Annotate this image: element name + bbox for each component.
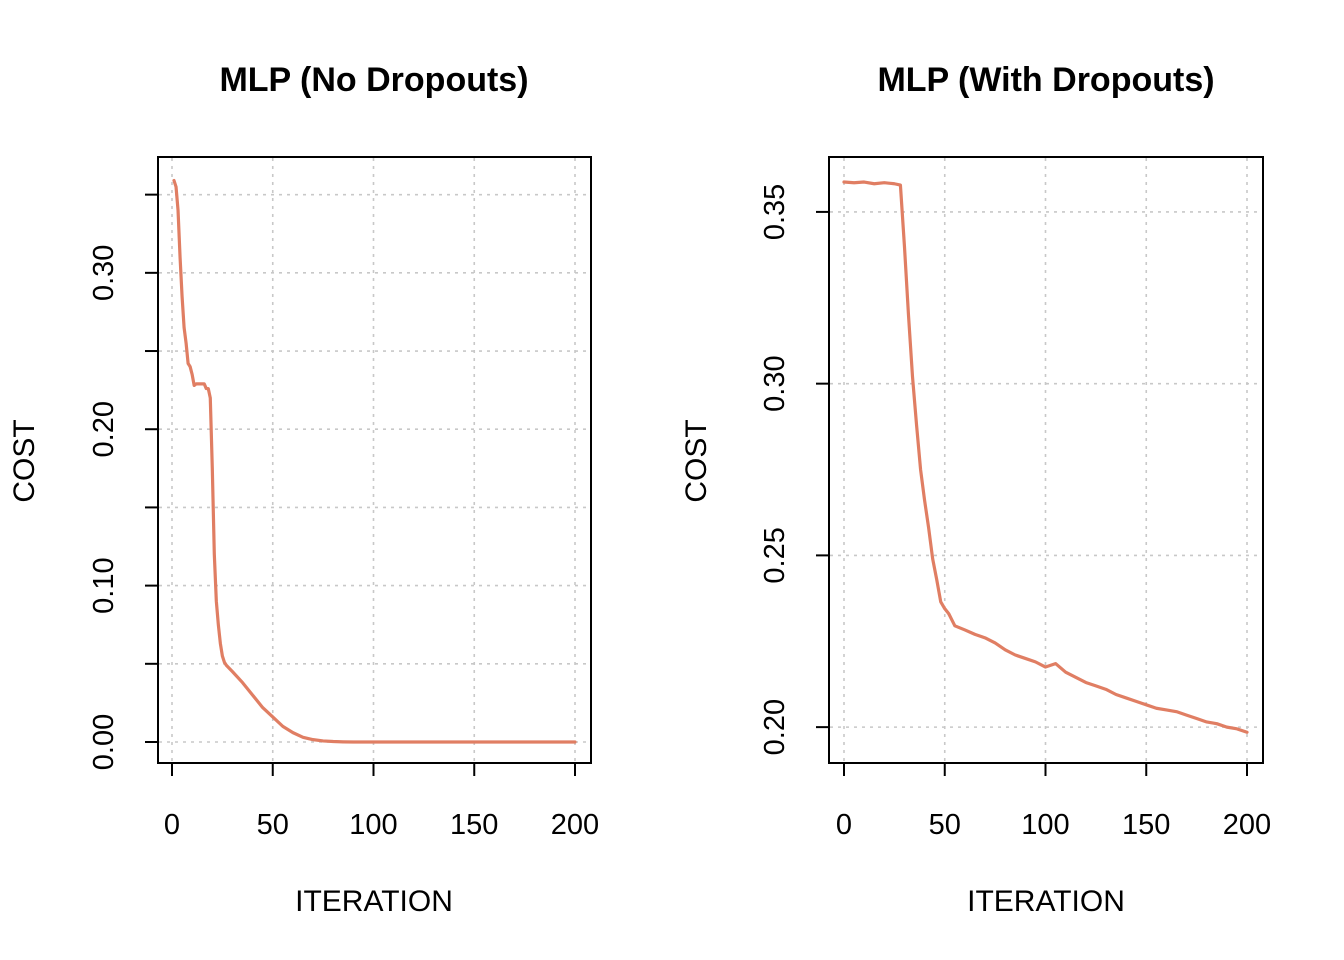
- grid: [159, 158, 590, 762]
- x-axis-label: ITERATION: [967, 885, 1125, 918]
- y-tick-label: 0.00: [88, 714, 120, 770]
- y-axis-label: COST: [8, 419, 41, 502]
- x-tick-label: 50: [257, 809, 289, 841]
- x-tick-label: 0: [164, 809, 180, 841]
- plot-frame: [157, 156, 592, 764]
- x-tick-label: 100: [349, 809, 397, 841]
- y-tick-label: 0.30: [88, 245, 120, 301]
- x-axis-label: ITERATION: [295, 885, 453, 918]
- chart-no-dropouts: MLP (No Dropouts) 0 50 100 150 200 0.00 0.10 0.…: [8, 61, 599, 918]
- x-tick-label: 200: [551, 809, 599, 841]
- chart-title: MLP (With Dropouts): [877, 61, 1214, 99]
- chart-with-dropouts: MLP (With Dropouts) 0 50 100 150 200 0.20 0.25…: [680, 61, 1271, 918]
- x-tick-label: 100: [1021, 809, 1069, 841]
- y-axis-label: COST: [680, 419, 713, 502]
- y-tick-label: 0.35: [759, 184, 791, 240]
- axis-ticks: 0 50 100 150 200 0.20 0.25 0.30 0.35: [759, 184, 1271, 841]
- plot-frame: [828, 156, 1264, 764]
- y-tick-label: 0.30: [759, 355, 791, 411]
- chart-title: MLP (No Dropouts): [219, 61, 528, 99]
- x-tick-label: 0: [836, 809, 852, 841]
- y-tick-label: 0.10: [88, 557, 120, 613]
- y-tick-label: 0.20: [88, 401, 120, 457]
- cost-series-line: [172, 178, 577, 744]
- grid: [830, 158, 1262, 762]
- x-tick-label: 150: [1122, 809, 1170, 841]
- y-tick-label: 0.25: [759, 527, 791, 583]
- axis-ticks: 0 50 100 150 200 0.00 0.10 0.20 0.30: [88, 193, 599, 841]
- x-tick-label: 150: [450, 809, 498, 841]
- y-tick-label: 0.20: [759, 699, 791, 755]
- x-tick-label: 200: [1223, 809, 1271, 841]
- x-tick-label: 50: [929, 809, 961, 841]
- cost-series-line: [842, 180, 1249, 734]
